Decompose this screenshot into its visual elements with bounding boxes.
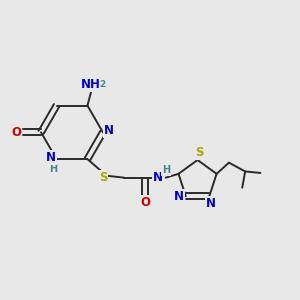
Text: S: S — [195, 146, 203, 159]
Text: O: O — [11, 126, 21, 139]
Text: H: H — [50, 164, 58, 173]
Text: N: N — [104, 124, 114, 137]
Text: NH: NH — [81, 78, 101, 91]
Text: S: S — [99, 171, 107, 184]
Text: N: N — [153, 171, 163, 184]
Text: H: H — [162, 165, 170, 175]
Text: 2: 2 — [100, 80, 106, 88]
Text: N: N — [46, 151, 56, 164]
Text: N: N — [206, 197, 216, 210]
Text: O: O — [140, 196, 150, 208]
Text: N: N — [174, 190, 184, 203]
